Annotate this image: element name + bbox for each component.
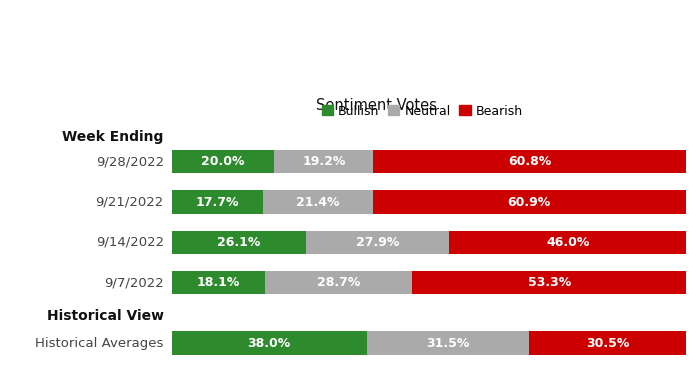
- Text: 20.0%: 20.0%: [201, 155, 245, 168]
- Text: 38.0%: 38.0%: [248, 337, 291, 350]
- Text: 9/14/2022: 9/14/2022: [96, 236, 164, 249]
- Text: Sentiment Votes: Sentiment Votes: [316, 99, 436, 114]
- Text: 9/28/2022: 9/28/2022: [96, 155, 164, 168]
- Bar: [172, 191, 262, 214]
- Text: 53.3%: 53.3%: [528, 276, 571, 289]
- Bar: [265, 271, 412, 294]
- Bar: [172, 231, 306, 254]
- Bar: [367, 331, 529, 355]
- Text: 28.7%: 28.7%: [317, 276, 360, 289]
- Bar: [529, 331, 686, 355]
- Text: 60.9%: 60.9%: [508, 196, 551, 209]
- Text: 26.1%: 26.1%: [217, 236, 260, 249]
- Text: Week Ending: Week Ending: [62, 130, 164, 144]
- Bar: [306, 231, 449, 254]
- Text: Historical Averages: Historical Averages: [36, 337, 164, 350]
- Bar: [262, 191, 372, 214]
- Text: 17.7%: 17.7%: [195, 196, 239, 209]
- Text: 9/21/2022: 9/21/2022: [95, 196, 164, 209]
- Text: Historical View: Historical View: [47, 309, 164, 323]
- Text: 21.4%: 21.4%: [296, 196, 339, 209]
- Bar: [373, 150, 686, 173]
- Text: 19.2%: 19.2%: [302, 155, 346, 168]
- Bar: [412, 271, 687, 294]
- Text: 18.1%: 18.1%: [197, 276, 239, 289]
- Bar: [274, 150, 373, 173]
- Bar: [172, 271, 265, 294]
- Text: 9/7/2022: 9/7/2022: [104, 276, 164, 289]
- Text: 60.8%: 60.8%: [508, 155, 551, 168]
- Bar: [172, 331, 367, 355]
- Legend: Bullish, Neutral, Bearish: Bullish, Neutral, Bearish: [322, 105, 523, 118]
- Text: 31.5%: 31.5%: [426, 337, 470, 350]
- Bar: [172, 150, 274, 173]
- Bar: [372, 191, 686, 214]
- Bar: [449, 231, 686, 254]
- Text: 27.9%: 27.9%: [356, 236, 399, 249]
- Text: 46.0%: 46.0%: [546, 236, 589, 249]
- Text: 30.5%: 30.5%: [586, 337, 629, 350]
